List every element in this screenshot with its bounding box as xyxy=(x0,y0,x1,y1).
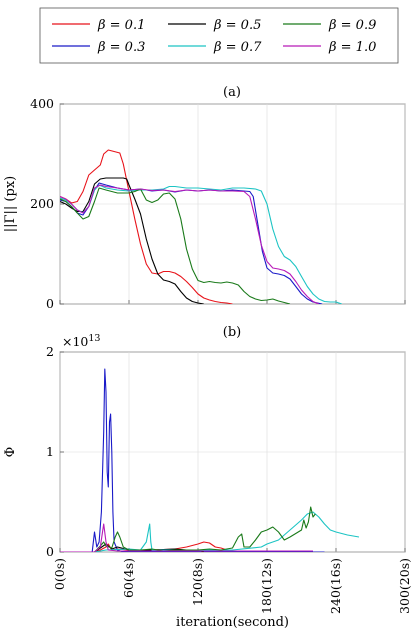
series-line xyxy=(60,506,316,552)
series-line xyxy=(60,187,291,304)
series-line xyxy=(60,149,233,304)
legend-box xyxy=(39,7,399,64)
panel-b: 0 1 2 Φ ×1013 0(0s) 60(4s) 120(8s) 180(12s) 240(1… xyxy=(3,333,412,630)
y-tick-label: 0 xyxy=(46,296,54,311)
panel-label-a: (a) xyxy=(223,85,241,100)
x-tick-label: 180(12s) xyxy=(259,558,274,614)
panel-a: 0 200 400 ||Γ|| (px) xyxy=(3,96,406,311)
legend-label: β = 0.1 xyxy=(97,18,145,33)
y-axis-label: ||Γ|| (px) xyxy=(3,176,18,232)
y-exponent-power: 13 xyxy=(88,333,100,344)
legend-label: β = 1.0 xyxy=(328,40,376,55)
x-tick-label: 120(8s) xyxy=(190,558,205,606)
x-tick-label: 300(20s) xyxy=(397,558,412,614)
legend-label: β = 0.3 xyxy=(97,40,145,55)
x-tick-label: 0(0s) xyxy=(52,558,67,590)
panel-label-b: (b) xyxy=(223,325,241,340)
x-tick-label: 60(4s) xyxy=(121,558,136,598)
series-line xyxy=(60,184,342,304)
legend-label: β = 0.7 xyxy=(213,40,262,55)
legend-label: β = 0.5 xyxy=(213,18,261,33)
y-tick-label: 2 xyxy=(46,344,54,359)
series-line xyxy=(60,184,320,304)
x-tick-label: 240(16s) xyxy=(328,558,343,614)
y-tick-label: 400 xyxy=(30,96,54,111)
legend-label: β = 0.9 xyxy=(328,18,376,33)
legend: β = 0.1 β = 0.3 β = 0.5 β = 0.7 β = 0.9 β = 1… xyxy=(39,7,399,64)
series-line xyxy=(60,523,313,552)
y-tick-label: 1 xyxy=(46,444,54,459)
x-axis-label: iteration(second) xyxy=(176,615,289,630)
y-exponent-label: ×1013 xyxy=(62,333,100,349)
y-tick-label: 200 xyxy=(30,196,54,211)
y-tick-label: 0 xyxy=(46,544,54,559)
y-axis-label: Φ xyxy=(3,447,18,458)
